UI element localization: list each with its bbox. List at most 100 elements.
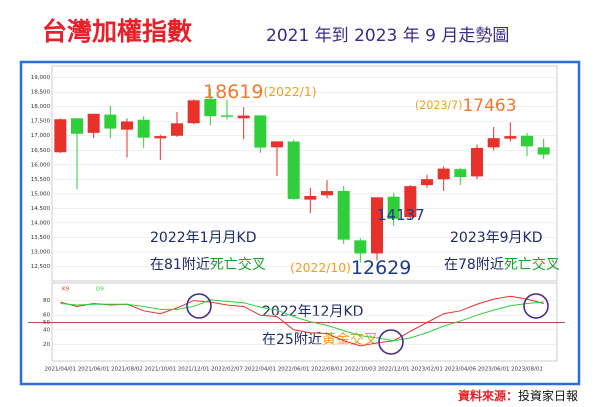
candle-body xyxy=(221,115,233,117)
y-tick-label: 13,500 xyxy=(31,235,51,241)
x-tick-label: 2021/10/01 xyxy=(144,367,176,373)
x-tick-label: 2021/08/02 xyxy=(111,367,143,373)
candle-body xyxy=(237,115,250,119)
candle-body xyxy=(154,136,167,139)
y-tick-label: 17,500 xyxy=(31,119,51,125)
annotation-part: 2022年1月月KD xyxy=(150,230,257,246)
legend-entry: K9 xyxy=(62,287,70,293)
candle-body xyxy=(71,118,83,134)
x-tick-label: 2022/02/07 xyxy=(211,367,243,373)
y-tick-label: 50 xyxy=(43,320,50,326)
candle-body xyxy=(371,197,383,254)
candle-body xyxy=(187,100,200,124)
annotation: 2022年12月KD xyxy=(262,304,363,320)
source: 資料來源：投資家日報 xyxy=(458,388,578,403)
annotation-part: 17463 xyxy=(462,96,516,116)
annotation: 18619(2022/1) xyxy=(203,81,317,103)
annotation: 2023年9月KD xyxy=(450,230,543,246)
annotation-part: 12629 xyxy=(351,257,411,279)
y-tick-label: 15,500 xyxy=(31,177,51,183)
y-tick-label: 16,500 xyxy=(31,148,51,154)
y-tick-label: 18,000 xyxy=(31,104,51,110)
y-tick-label: 13,000 xyxy=(31,249,51,255)
annotation-part: 2023年9月KD xyxy=(450,230,543,246)
candle-body xyxy=(54,119,67,153)
candle-body xyxy=(121,121,133,130)
annotation-part: 在78附近 xyxy=(444,257,504,273)
x-tick-label: 2022/08/01 xyxy=(311,367,343,373)
annotation: (2022/10)12629 xyxy=(290,257,411,279)
x-tick-label: 2022/06/01 xyxy=(278,367,310,373)
kd-panel xyxy=(51,282,558,362)
legend-entry: D9 xyxy=(96,287,104,293)
y-tick-label: 19,000 xyxy=(31,75,51,81)
price-panel xyxy=(51,65,558,282)
candle-body xyxy=(437,168,450,180)
candle-body xyxy=(321,191,333,196)
cross-circle xyxy=(523,293,549,319)
candle-body xyxy=(537,147,550,155)
candle-body xyxy=(171,123,183,136)
annotation: 2022年1月月KD xyxy=(150,230,257,246)
annotation-part: (2023/7) xyxy=(415,99,462,112)
candle-body xyxy=(271,141,283,148)
annotation-part: 死亡交叉 xyxy=(504,256,560,273)
y-tick-label: 18,500 xyxy=(31,90,51,96)
annotation-part: (2022/10) xyxy=(290,261,351,275)
annotation-part: (2022/1) xyxy=(263,85,316,99)
candle-body xyxy=(254,115,267,148)
annotation-part: 在81附近 xyxy=(150,257,210,273)
candle-body xyxy=(104,114,117,129)
candle-body xyxy=(421,179,433,186)
y-tick-label: 17,000 xyxy=(31,133,51,139)
annotation-part: 死亡交叉 xyxy=(210,256,266,273)
annotation-part: 黃金交叉 xyxy=(322,331,378,348)
y-tick-label: 14,000 xyxy=(31,220,51,226)
annotation-part: 18619 xyxy=(203,81,263,103)
y-tick-label: 60 xyxy=(43,313,50,319)
x-tick-label: 2023/02/01 xyxy=(411,367,443,373)
y-tick-label: 16,000 xyxy=(31,162,51,168)
annotation-part: 在25附近 xyxy=(262,332,322,348)
subtitle: 2021 年到 2023 年 9 月走勢圖 xyxy=(266,26,509,46)
y-tick-label: 15,000 xyxy=(31,191,51,197)
candle-body xyxy=(337,190,350,240)
title: 台灣加權指數 xyxy=(42,17,192,46)
y-tick-label: 14,500 xyxy=(31,206,51,212)
annotation: (2023/7)17463 xyxy=(415,96,517,116)
y-tick-label: 12,500 xyxy=(31,264,51,270)
candle-body xyxy=(137,119,150,138)
candle-body xyxy=(204,98,217,117)
candle-body xyxy=(487,138,500,148)
marks: 12,500 13,000 13,500 14,000 14,500 15,000 15,5… xyxy=(28,75,565,373)
annotation-part: 2022年12月KD xyxy=(262,304,363,320)
y-tick-label: 20 xyxy=(43,342,50,348)
kd-line xyxy=(60,295,544,347)
candle-body xyxy=(454,169,467,178)
x-tick-label: 2022/10/03 xyxy=(344,367,376,373)
source-label: 資料來源： xyxy=(458,388,518,403)
candle-body xyxy=(304,196,317,200)
cross-circle xyxy=(378,329,404,355)
y-tick-label: 40 xyxy=(43,327,50,333)
candle-body xyxy=(354,240,367,254)
x-tick-label: 2023/04/06 xyxy=(444,367,476,373)
x-tick-label: 2022/12/01 xyxy=(378,367,410,373)
x-tick-label: 2023/08/01 xyxy=(511,367,543,373)
candle-body xyxy=(287,141,300,199)
annotation: 14137 xyxy=(377,206,425,224)
candle-body xyxy=(404,186,417,218)
x-tick-label: 2021/04/01 xyxy=(44,367,76,373)
x-tick-label: 2021/12/01 xyxy=(178,367,210,373)
y-tick-label: 80 xyxy=(43,298,50,304)
annotation: 在78附近死亡交叉 xyxy=(444,256,560,273)
candle-body xyxy=(87,113,100,133)
annotation-part: 14137 xyxy=(377,206,425,224)
annotation: 在81附近死亡交叉 xyxy=(150,256,266,273)
candle-body xyxy=(387,196,400,219)
source-text: 投資家日報 xyxy=(518,388,578,403)
x-tick-label: 2022/04/01 xyxy=(244,367,276,373)
x-tick-label: 2021/06/01 xyxy=(78,367,110,373)
candle-body xyxy=(471,147,483,177)
